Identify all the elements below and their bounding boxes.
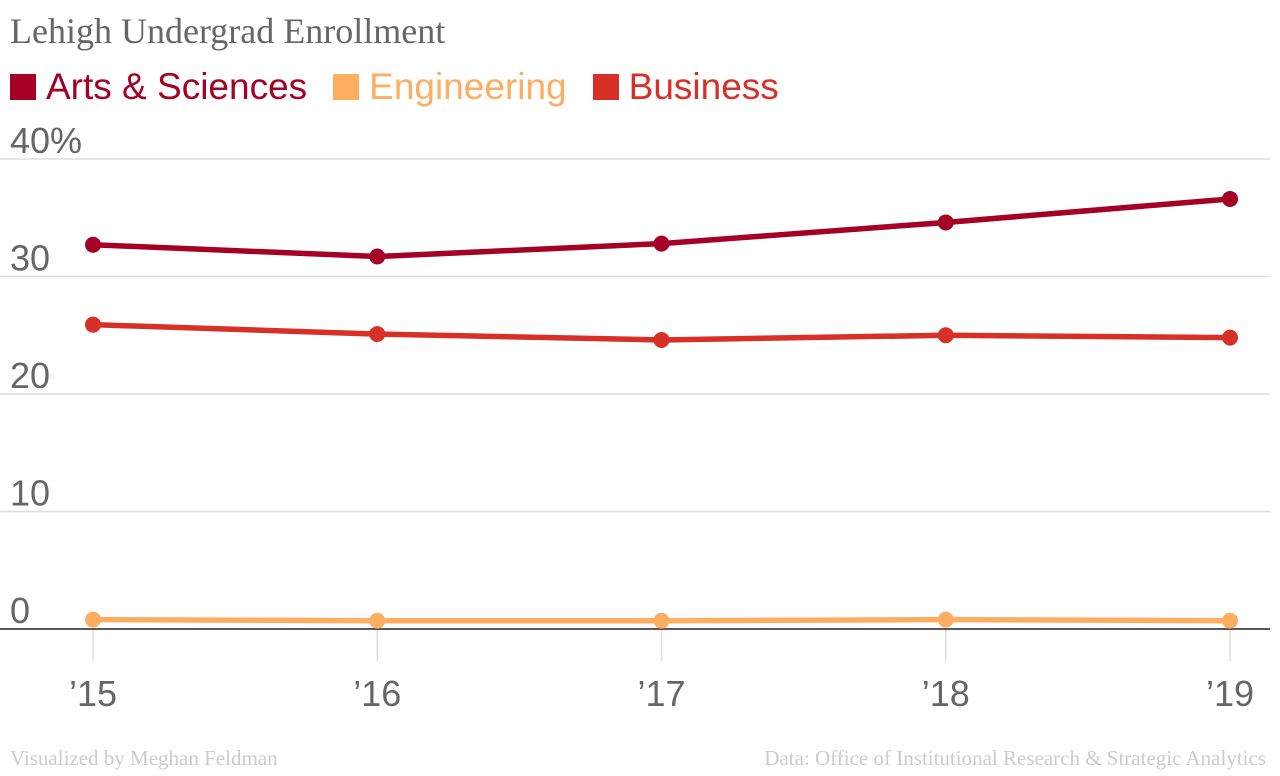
legend-label-business: Business (628, 66, 779, 107)
data-point-arts-sciences (1222, 190, 1238, 207)
y-tick-label: 20 (10, 355, 50, 396)
data-point-business (653, 331, 670, 348)
legend-item-business[interactable]: Business (592, 66, 779, 108)
data-point-engineering (369, 612, 386, 629)
y-tick-label: 10 (10, 473, 50, 514)
data-point-business (1222, 329, 1238, 346)
y-tick-label: 30 (10, 238, 50, 279)
x-tick-label: ’18 (922, 673, 970, 714)
data-point-arts-sciences (85, 236, 101, 253)
credit-text: Visualized by Meghan Feldman (10, 746, 278, 770)
legend-item-engineering[interactable]: Engineering (333, 66, 567, 108)
chart-title: Lehigh Undergrad Enrollment (10, 11, 446, 51)
data-point-engineering (653, 612, 670, 629)
legend-label-engineering: Engineering (369, 66, 567, 107)
data-point-engineering (85, 611, 101, 628)
data-point-business (85, 316, 101, 333)
x-tick-label: ’15 (69, 673, 117, 714)
legend-item-arts-sciences[interactable]: Arts & Sciences (10, 66, 307, 108)
legend-swatch-engineering (333, 74, 360, 100)
source-text: Data: Office of Institutional Research &… (764, 746, 1266, 770)
legend-label-arts-sciences: Arts & Sciences (46, 66, 308, 107)
data-point-engineering (937, 611, 954, 628)
chart-legend: Arts & Sciences Engineering Business (10, 66, 805, 108)
data-point-engineering (1222, 612, 1238, 629)
y-tick-label: 40% (10, 120, 82, 161)
data-point-arts-sciences (937, 214, 954, 231)
data-point-business (369, 326, 386, 343)
legend-swatch-arts-sciences (10, 74, 36, 100)
data-point-arts-sciences (653, 235, 670, 252)
line-chart: 0 10 20 30 40% ’15 ’16 ’17 ’18 ’19 (0, 120, 1270, 714)
y-tick-label: 0 (10, 590, 30, 631)
data-point-arts-sciences (369, 248, 386, 265)
x-tick-label: ’19 (1206, 673, 1254, 714)
legend-swatch-business (592, 74, 619, 100)
x-tick-label: ’17 (637, 673, 685, 714)
x-tick-label: ’16 (353, 673, 401, 714)
data-point-business (937, 327, 954, 344)
